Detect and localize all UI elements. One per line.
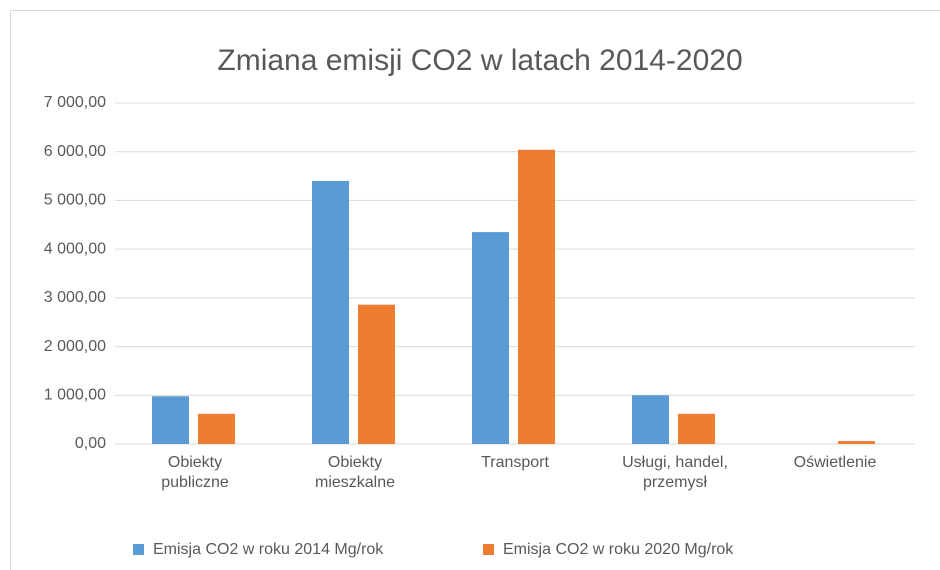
x-tick-label: Obiekty mieszkalne xyxy=(314,454,396,491)
bar xyxy=(198,413,235,444)
y-tick-label: 5 000,00 xyxy=(44,192,106,209)
bar xyxy=(678,413,715,444)
y-tick-label: 1 000,00 xyxy=(44,387,106,404)
bar xyxy=(472,232,509,444)
x-tick-label: Obiekty publiczne xyxy=(161,454,229,491)
chart-title: Zmiana emisji CO2 w latach 2014-2020 xyxy=(217,44,742,77)
x-tick-label: Usługi, handel, przemysł xyxy=(622,454,728,491)
bar xyxy=(838,441,875,444)
y-tick-label: 3 000,00 xyxy=(44,289,106,306)
bar xyxy=(312,180,349,444)
bar xyxy=(358,304,395,444)
legend-label: Emisja CO2 w roku 2020 Mg/rok xyxy=(503,541,734,558)
x-tick-label: Oświetlenie xyxy=(793,454,877,471)
y-tick-label: 7 000,00 xyxy=(44,94,106,111)
bar xyxy=(152,396,189,444)
legend-swatch xyxy=(483,544,494,555)
y-tick-label: 4 000,00 xyxy=(44,240,106,257)
y-tick-label: 2 000,00 xyxy=(44,338,106,355)
bar xyxy=(632,395,669,444)
legend-swatch xyxy=(133,544,144,555)
y-tick-label: 0,00 xyxy=(75,435,106,452)
y-tick-label: 6 000,00 xyxy=(44,143,106,160)
x-tick-label: Transport xyxy=(481,454,549,471)
bar xyxy=(518,149,555,444)
legend-label: Emisja CO2 w roku 2014 Mg/rok xyxy=(153,541,384,558)
